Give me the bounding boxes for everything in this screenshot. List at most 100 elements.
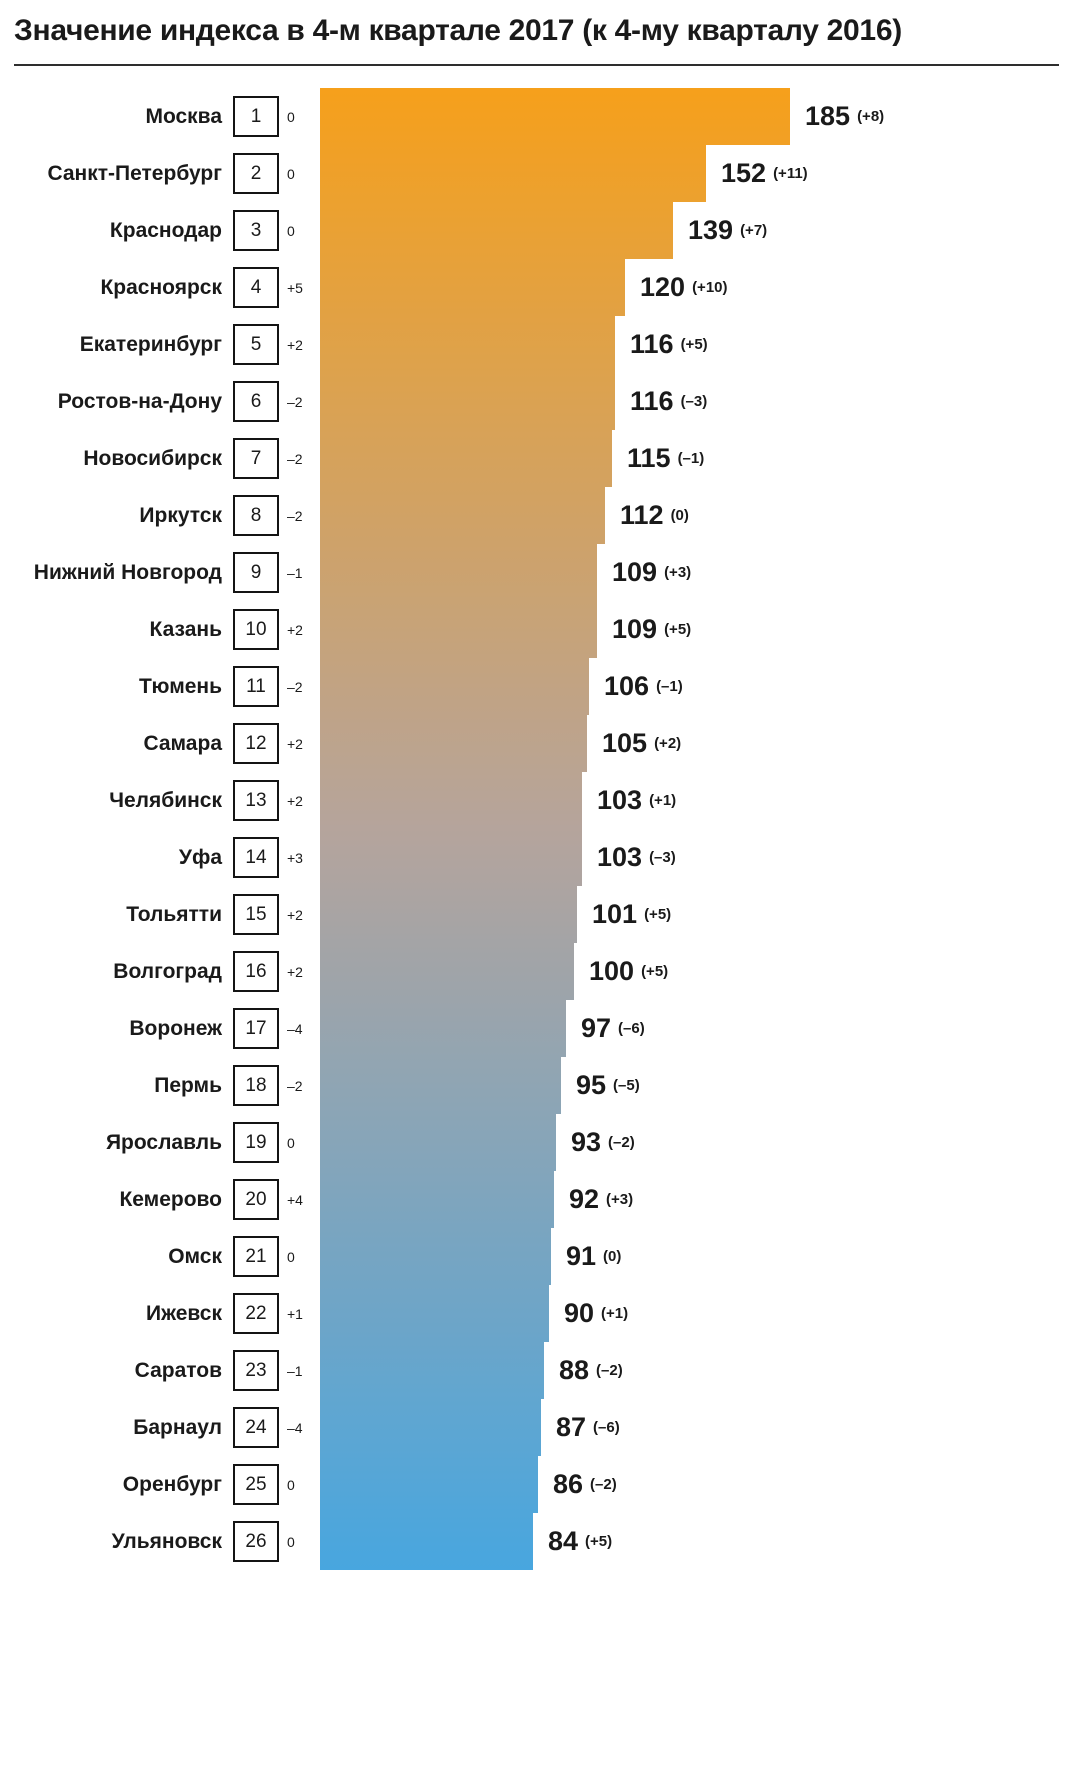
city-label: Оренбург [122, 1472, 222, 1496]
page-title: Значение индекса в 4-м квартале 2017 (к … [14, 14, 902, 47]
rank-change-label: 0 [287, 1533, 295, 1550]
value-label: 101 (+5) [592, 899, 671, 930]
bar-value-change: (–2) [608, 1134, 635, 1151]
rank-change-label: +1 [287, 1305, 303, 1322]
bar-area: 91 (0) [320, 1228, 1073, 1285]
chart-row: Саратов 23 –1 88 (–2) [0, 1342, 1073, 1399]
bar-value-change: (–2) [590, 1476, 617, 1493]
bar-area: 97 (–6) [320, 1000, 1073, 1057]
bar [320, 715, 587, 772]
rank-change-label: –2 [287, 678, 303, 695]
bar-area: 101 (+5) [320, 886, 1073, 943]
value-label: 115 (–1) [627, 443, 704, 474]
bar [320, 1285, 549, 1342]
bar-value: 109 [612, 557, 658, 587]
rank-change-label: +4 [287, 1191, 303, 1208]
bar-value-change: (+3) [606, 1191, 634, 1208]
bar-value: 97 [581, 1013, 612, 1043]
bar [320, 601, 597, 658]
rank-change-label: 0 [287, 108, 295, 125]
bar-value: 95 [576, 1070, 607, 1100]
city-label: Казань [149, 617, 222, 641]
bar-value-change: (–5) [613, 1077, 640, 1094]
rank-change-label: –1 [287, 564, 303, 581]
title-divider [14, 64, 1059, 66]
bar [320, 316, 615, 373]
city-label: Екатеринбург [79, 332, 222, 356]
bar-area: 95 (–5) [320, 1057, 1073, 1114]
bar-value-change: (+8) [857, 108, 885, 125]
city-label: Санкт-Петербург [47, 161, 222, 185]
bar [320, 1399, 541, 1456]
bar-value-change: (+2) [654, 735, 682, 752]
bar [320, 544, 597, 601]
rank-box: 11 [233, 666, 279, 707]
value-label: 103 (+1) [597, 785, 676, 816]
bar-value-change: (+5) [585, 1533, 613, 1550]
bar-value: 87 [556, 1412, 587, 1442]
bar-area: 152 (+11) [320, 145, 1073, 202]
rank-change-label: –1 [287, 1362, 303, 1379]
city-label: Челябинск [109, 788, 222, 812]
bar-value: 185 [805, 101, 851, 131]
value-label: 103 (–3) [597, 842, 676, 873]
rank-change-label: +2 [287, 336, 303, 353]
rank-box: 16 [233, 951, 279, 992]
rank-change-label: –2 [287, 1077, 303, 1094]
rank-box: 8 [233, 495, 279, 536]
chart-row: Иркутск 8 –2 112 (0) [0, 487, 1073, 544]
value-label: 92 (+3) [569, 1184, 633, 1215]
rank-change-label: –4 [287, 1419, 303, 1436]
bar-value-change: (–3) [680, 393, 708, 410]
chart-row: Кемерово 20 +4 92 (+3) [0, 1171, 1073, 1228]
bar [320, 1000, 566, 1057]
bar-value: 103 [597, 842, 643, 872]
rank-change-label: +5 [287, 279, 303, 296]
rank-change-label: +2 [287, 792, 303, 809]
city-label: Москва [145, 104, 222, 128]
bar [320, 772, 582, 829]
bar [320, 829, 582, 886]
city-label: Краснодар [109, 218, 222, 242]
value-label: 95 (–5) [576, 1070, 640, 1101]
rank-box: 26 [233, 1521, 279, 1562]
bar-value-change: (–2) [596, 1362, 623, 1379]
rank-box: 15 [233, 894, 279, 935]
bar-value: 92 [569, 1184, 600, 1214]
rank-box: 5 [233, 324, 279, 365]
chart-row: Оренбург 25 0 86 (–2) [0, 1456, 1073, 1513]
bar-chart: Москва 1 0 185 (+8) Санкт-Петербург 2 0 … [0, 88, 1073, 1570]
chart-row: Воронеж 17 –4 97 (–6) [0, 1000, 1073, 1057]
chart-row: Самара 12 +2 105 (+2) [0, 715, 1073, 772]
value-label: 90 (+1) [564, 1298, 628, 1329]
value-label: 91 (0) [566, 1241, 621, 1272]
bar [320, 1228, 551, 1285]
city-label: Самара [143, 731, 222, 755]
bar-value-change: (+5) [644, 906, 672, 923]
bar-value: 116 [630, 386, 674, 416]
value-label: 109 (+5) [612, 614, 691, 645]
value-label: 100 (+5) [589, 956, 668, 987]
bar-area: 84 (+5) [320, 1513, 1073, 1570]
bar-value: 88 [559, 1355, 590, 1385]
chart-row: Челябинск 13 +2 103 (+1) [0, 772, 1073, 829]
bar [320, 373, 615, 430]
value-label: 87 (–6) [556, 1412, 620, 1443]
rank-box: 22 [233, 1293, 279, 1334]
chart-row: Ярославль 19 0 93 (–2) [0, 1114, 1073, 1171]
chart-row: Уфа 14 +3 103 (–3) [0, 829, 1073, 886]
rank-change-label: –2 [287, 507, 303, 524]
chart-row: Тольятти 15 +2 101 (+5) [0, 886, 1073, 943]
rank-box: 20 [233, 1179, 279, 1220]
bar-value-change: (+1) [649, 792, 677, 809]
rank-box: 13 [233, 780, 279, 821]
bar [320, 1513, 533, 1570]
bar-area: 120 (+10) [320, 259, 1073, 316]
chart-row: Волгоград 16 +2 100 (+5) [0, 943, 1073, 1000]
value-label: 120 (+10) [640, 272, 728, 303]
bar [320, 658, 589, 715]
rank-change-label: 0 [287, 222, 295, 239]
value-label: 152 (+11) [721, 158, 808, 189]
bar-area: 185 (+8) [320, 88, 1073, 145]
